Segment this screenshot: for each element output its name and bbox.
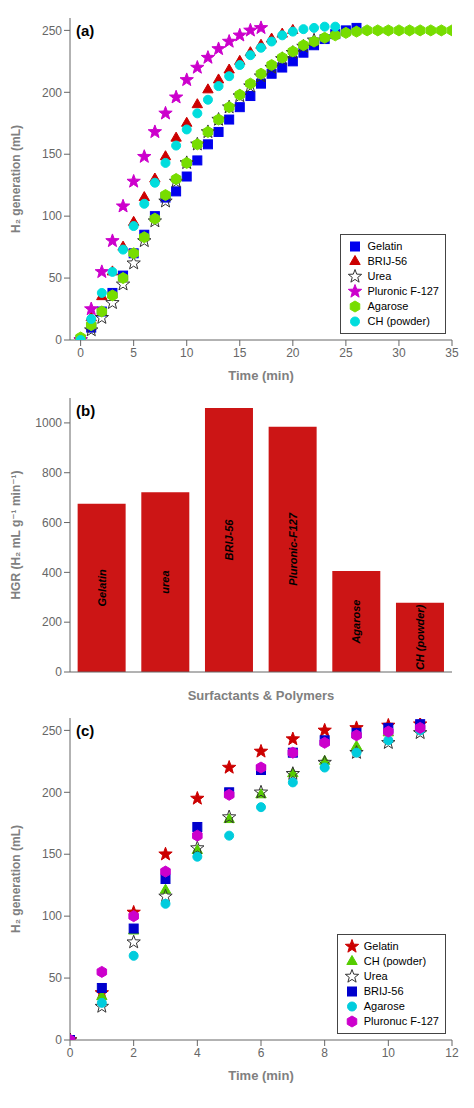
svg-text:CH (powder): CH (powder) [414, 604, 426, 670]
html-text:Pluronic F-127: Pluronic F-127 [367, 285, 439, 297]
svg-text:Surfactants & Polymers: Surfactants & Polymers [188, 688, 335, 703]
html-text:BRIJ-56: BRIJ-56 [363, 985, 404, 997]
svg-text:0: 0 [67, 1046, 74, 1060]
svg-text:250: 250 [42, 724, 62, 738]
svg-text:25: 25 [339, 346, 353, 360]
svg-text:200: 200 [42, 615, 62, 629]
svg-text:Agarose: Agarose [350, 600, 362, 645]
svg-text:250: 250 [42, 24, 62, 38]
svg-text:150: 150 [42, 847, 62, 861]
svg-text:12: 12 [445, 1046, 459, 1060]
html-text:Agarose: Agarose [367, 300, 409, 312]
html-text:Urea: Urea [367, 270, 392, 282]
svg-text:6: 6 [258, 1046, 265, 1060]
svg-text:10: 10 [180, 346, 194, 360]
svg-text:400: 400 [42, 566, 62, 580]
svg-text:35: 35 [445, 346, 459, 360]
svg-text:Time (min): Time (min) [228, 368, 294, 383]
svg-text:0: 0 [55, 333, 62, 347]
svg-text:100: 100 [42, 909, 62, 923]
svg-text:15: 15 [233, 346, 247, 360]
svg-text:150: 150 [42, 147, 62, 161]
svg-text:4: 4 [194, 1046, 201, 1060]
svg-text:50: 50 [49, 271, 63, 285]
svg-text:urea: urea [159, 570, 171, 593]
html-text:Urea: Urea [363, 970, 388, 982]
html-text:CH (powder): CH (powder) [367, 315, 430, 327]
svg-text:H₂ generation (mL): H₂ generation (mL) [9, 125, 23, 233]
html-text:(b): (b) [76, 402, 96, 419]
svg-text:200: 200 [42, 786, 62, 800]
html-text:(a): (a) [76, 22, 95, 39]
html-text:Gelatin: Gelatin [363, 940, 399, 952]
svg-text:0: 0 [55, 1033, 62, 1047]
html-text:BRIJ-56: BRIJ-56 [367, 255, 408, 267]
svg-text:20: 20 [286, 346, 300, 360]
svg-text:0: 0 [77, 346, 84, 360]
svg-text:Pluronic-F127: Pluronic-F127 [287, 512, 299, 586]
svg-text:30: 30 [392, 346, 406, 360]
svg-text:0: 0 [55, 665, 62, 679]
html-text:Gelatin: Gelatin [367, 240, 403, 252]
svg-text:1000: 1000 [35, 416, 62, 430]
svg-text:200: 200 [42, 86, 62, 100]
svg-text:Gelatin: Gelatin [96, 569, 108, 607]
svg-text:H₂ generation (mL): H₂ generation (mL) [9, 825, 23, 933]
svg-text:Time (min): Time (min) [228, 1068, 294, 1083]
svg-text:10: 10 [382, 1046, 396, 1060]
svg-text:800: 800 [42, 466, 62, 480]
svg-text:BRIJ-56: BRIJ-56 [223, 519, 235, 561]
svg-text:50: 50 [49, 971, 63, 985]
html-text:(c): (c) [76, 722, 95, 739]
svg-text:2: 2 [130, 1046, 137, 1060]
html-text:Pluronuc F-127: Pluronuc F-127 [363, 1015, 439, 1027]
svg-text:8: 8 [321, 1046, 328, 1060]
svg-text:5: 5 [130, 346, 137, 360]
html-text:Agarose: Agarose [363, 1000, 405, 1012]
svg-text:100: 100 [42, 209, 62, 223]
html-text:CH (powder): CH (powder) [363, 955, 427, 967]
svg-text:600: 600 [42, 516, 62, 530]
svg-text:HGR (H₂ mL g⁻¹ min⁻¹): HGR (H₂ mL g⁻¹ min⁻¹) [9, 470, 23, 599]
